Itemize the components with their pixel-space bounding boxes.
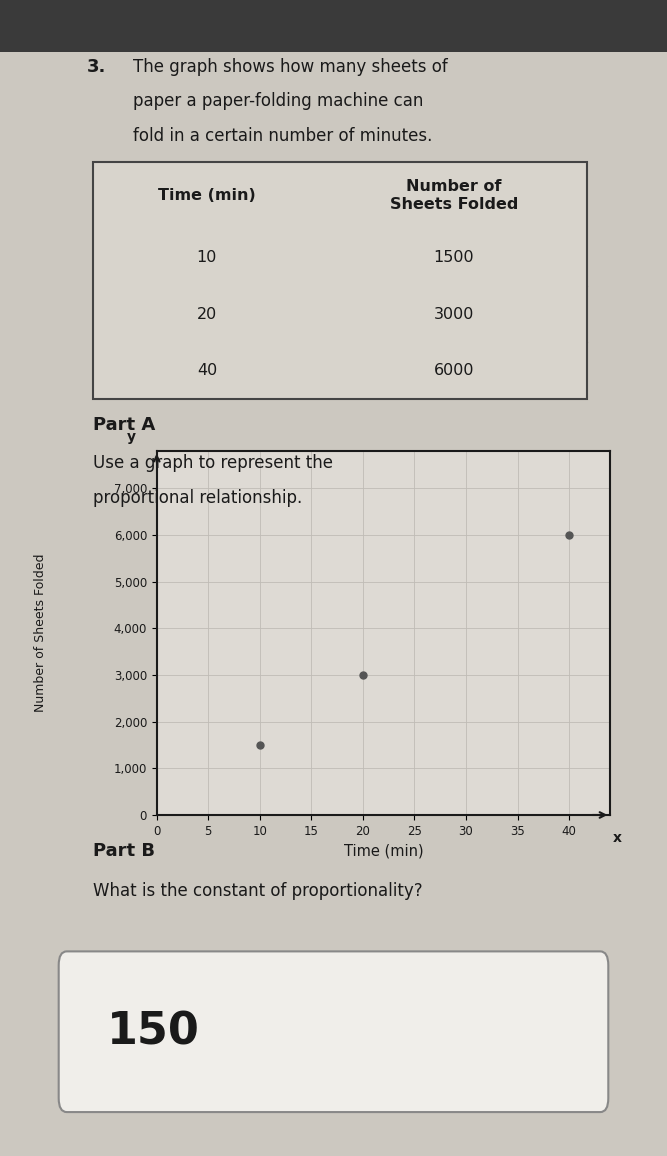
Text: Number of
Sheets Folded: Number of Sheets Folded [390,179,518,212]
Text: 10: 10 [197,250,217,265]
Text: 3.: 3. [87,58,106,76]
Text: proportional relationship.: proportional relationship. [93,489,303,507]
Text: Part A: Part A [93,416,155,435]
Text: Number of Sheets Folded: Number of Sheets Folded [33,554,47,712]
Text: The graph shows how many sheets of: The graph shows how many sheets of [133,58,448,76]
Text: y: y [127,430,135,444]
Text: 3000: 3000 [434,306,474,321]
X-axis label: Time (min): Time (min) [344,843,424,858]
Text: x: x [612,831,622,845]
Text: paper a paper-folding machine can: paper a paper-folding machine can [133,92,424,111]
Text: 6000: 6000 [434,363,474,378]
Text: Time (min): Time (min) [158,188,255,203]
Text: Use a graph to represent the: Use a graph to represent the [93,454,334,473]
Text: 20: 20 [197,306,217,321]
Text: fold in a certain number of minutes.: fold in a certain number of minutes. [133,127,433,146]
Text: Part B: Part B [93,842,155,860]
Text: 40: 40 [197,363,217,378]
Text: 1500: 1500 [434,250,474,265]
Text: 150: 150 [107,1010,199,1053]
Text: What is the constant of proportionality?: What is the constant of proportionality? [93,882,423,901]
